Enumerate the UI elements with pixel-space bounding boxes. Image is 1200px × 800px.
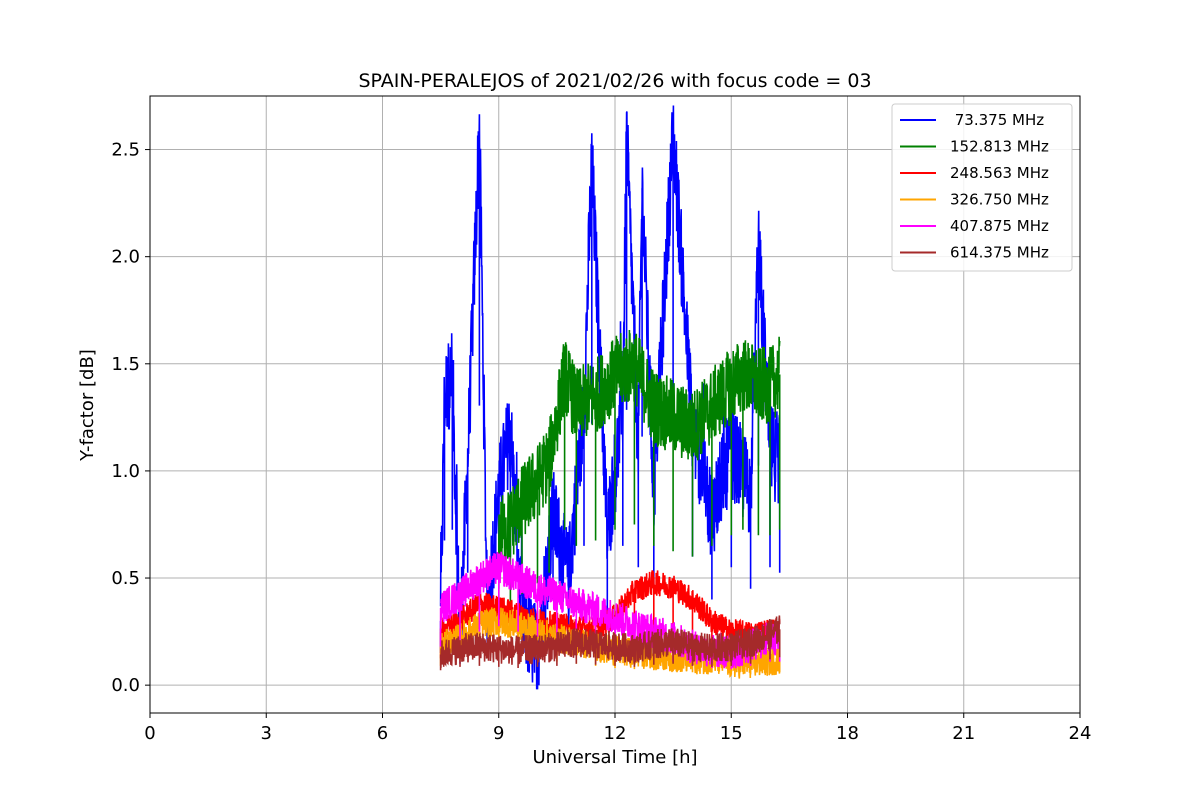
legend: 73.375 MHz 152.813 MHz 248.563 MHz 326.750 … [891, 103, 1073, 272]
x-tick-label: 6 [377, 723, 388, 744]
x-tick-label: 0 [144, 723, 155, 744]
legend-entry: 73.375 MHz [950, 111, 1044, 129]
y-tick-label: 1.0 [111, 461, 140, 482]
legend-entry: 248.563 MHz [950, 164, 1049, 182]
legend-box [891, 103, 1073, 272]
x-tick-label: 9 [493, 723, 504, 744]
x-tick-label: 12 [604, 723, 627, 744]
legend-entry: 614.375 MHz [950, 244, 1049, 262]
plot-series [439, 105, 781, 690]
y-axis: 0.0 0.5 1.0 1.5 2.0 2.5 [111, 140, 150, 696]
chart-title: SPAIN-PERALEJOS of 2021/02/26 with focus… [358, 70, 871, 92]
x-axis-label: Universal Time [h] [532, 747, 697, 768]
y-tick-label: 0.5 [111, 568, 140, 589]
x-tick-label: 21 [952, 723, 975, 744]
x-tick-label: 24 [1069, 723, 1092, 744]
x-tick-label: 18 [836, 723, 859, 744]
y-axis-label: Y-factor [dB] [77, 349, 98, 462]
legend-entry: 152.813 MHz [950, 138, 1049, 156]
legend-entry: 407.875 MHz [950, 217, 1049, 235]
x-axis: 0 3 6 9 12 15 18 21 24 [144, 713, 1091, 744]
y-tick-label: 0.0 [111, 675, 140, 696]
series-line-5 [439, 615, 781, 671]
y-tick-label: 2.0 [111, 247, 140, 268]
y-tick-label: 1.5 [111, 354, 140, 375]
y-tick-label: 2.5 [111, 140, 140, 161]
x-tick-label: 15 [720, 723, 743, 744]
legend-entry: 326.750 MHz [950, 191, 1049, 209]
x-tick-label: 3 [261, 723, 272, 744]
